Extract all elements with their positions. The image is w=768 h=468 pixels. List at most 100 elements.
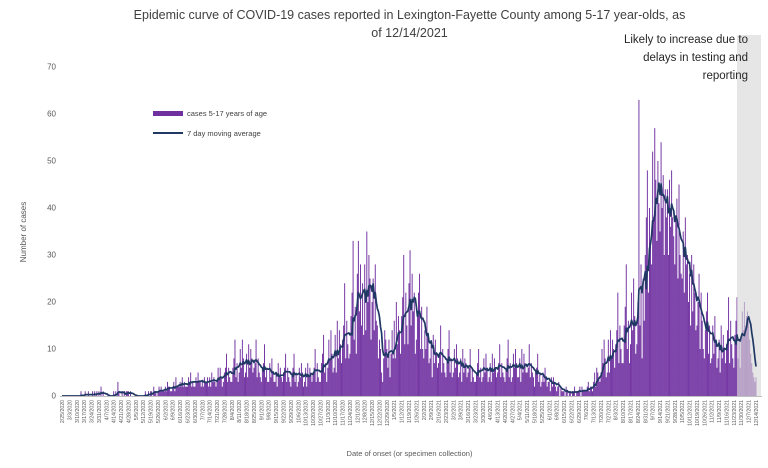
x-tick-label: 5/26/2020	[156, 400, 162, 423]
x-tick-label: 9/8/2020	[267, 400, 273, 420]
x-tick-label: 6/9/2020	[171, 400, 177, 420]
moving-average-line	[62, 182, 757, 397]
x-tick-label: 4/21/2020	[119, 400, 125, 423]
x-tick-label: 2/2/2021	[422, 400, 428, 420]
x-tick-label: 9/14/2021	[658, 400, 664, 423]
x-tick-label: 11/17/2020	[341, 400, 347, 426]
x-tick-label: 5/11/2021	[525, 400, 531, 423]
x-tick-label: 4/7/2020	[104, 400, 110, 420]
x-tick-label: 11/10/2020	[333, 400, 339, 426]
x-tick-label: 6/23/2020	[186, 400, 192, 423]
annotation-line-1: Likely to increase due to	[623, 34, 748, 46]
legend-item-cases: cases 5-17 years of age	[153, 103, 267, 123]
x-tick-label: 9/7/2021	[651, 400, 657, 420]
legend-line-swatch	[153, 132, 183, 134]
legend-label-cases: cases 5-17 years of age	[187, 108, 268, 118]
x-tick-label: 6/15/2021	[562, 400, 568, 423]
x-tick-label: 4/6/2021	[488, 400, 494, 420]
x-tick-label: 4/20/2021	[503, 400, 509, 423]
x-tick-label: 8/10/2021	[621, 400, 627, 423]
x-tick-label: 7/20/2021	[599, 400, 605, 423]
x-tick-label: 7/14/2020	[208, 400, 214, 423]
x-tick-label: 9/15/2020	[274, 400, 280, 423]
x-tick-label: 4/27/2021	[510, 400, 516, 423]
x-tick-label: 5/4/2021	[518, 400, 524, 420]
x-tick-label: 6/2/2020	[163, 400, 169, 420]
x-tick-label: 11/23/2021	[732, 400, 738, 426]
x-tick-label: 12/1/2020	[355, 400, 361, 423]
x-tick-label: 8/11/2020	[237, 400, 243, 423]
reporting-delay-band	[737, 35, 761, 396]
x-tick-label: 10/13/2020	[304, 400, 310, 426]
x-tick-label: 7/28/2020	[222, 400, 228, 423]
x-tick-label: 10/12/2021	[688, 400, 694, 426]
x-tick-label: 7/27/2021	[606, 400, 612, 423]
x-tick-label: 7/21/2020	[215, 400, 221, 423]
x-tick-label: 9/29/2020	[289, 400, 295, 423]
x-tick-label: 3/31/2020	[97, 400, 103, 423]
x-tick-label: 2/16/2021	[437, 400, 443, 423]
x-tick-label: 3/23/2021	[473, 400, 479, 423]
x-tick-label: 4/13/2021	[496, 400, 502, 423]
x-tick-label: 1/19/2021	[407, 400, 413, 423]
x-tick-label: 3/2/2021	[451, 400, 457, 420]
x-tick-label: 9/21/2021	[665, 400, 671, 423]
x-tick-label: 8/17/2021	[628, 400, 634, 423]
x-tick-label: 7/13/2021	[592, 400, 598, 423]
x-tick-label: 8/18/2020	[245, 400, 251, 423]
reporting-delay-annotation: Likely to increase due to delays in test…	[624, 32, 748, 85]
x-tick-label: 9/22/2020	[281, 400, 287, 423]
x-tick-label: 10/19/2021	[695, 400, 701, 426]
cases-bars	[80, 99, 757, 396]
x-tick-label: 6/1/2021	[547, 400, 553, 420]
x-tick-label: 4/14/2020	[112, 400, 118, 423]
chart-title: Epidemic curve of COVID-19 cases reporte…	[62, 6, 757, 42]
x-tick-label: 11/24/2020	[348, 400, 354, 426]
x-tick-label: 10/20/2020	[311, 400, 317, 426]
x-tick-label: 6/29/2021	[577, 400, 583, 423]
x-tick-label: 8/4/2020	[230, 400, 236, 420]
x-tick-label: 12/15/2020	[370, 400, 376, 426]
y-tick-label: 30	[47, 251, 56, 260]
x-tick-label: 12/14/2021	[754, 400, 760, 426]
x-tick-label: 2/25/2020	[60, 400, 66, 423]
x-axis-title: Date of onset (or specimen collection)	[346, 449, 473, 458]
x-tick-label: 1/5/2021	[392, 400, 398, 420]
legend: cases 5-17 years of age 7 day moving ave…	[153, 103, 267, 143]
x-tick-label: 11/3/2020	[326, 400, 332, 423]
x-tick-label: 11/16/2021	[724, 400, 730, 426]
x-tick-label: 6/30/2020	[193, 400, 199, 423]
y-axis-title: Number of cases	[19, 201, 28, 263]
x-tick-label: 5/5/2020	[134, 400, 140, 420]
x-tick-label: 12/29/2020	[385, 400, 391, 426]
x-tick-label: 8/24/2021	[636, 400, 642, 423]
y-tick-label: 0	[52, 392, 57, 401]
legend-bar-swatch	[153, 110, 183, 116]
x-tick-label: 3/10/2020	[75, 400, 81, 423]
x-tick-label: 8/25/2020	[252, 400, 258, 423]
x-tick-label: 5/19/2020	[149, 400, 155, 423]
chart-title-line2: of 12/14/2021	[371, 26, 448, 41]
x-tick-label: 9/28/2021	[673, 400, 679, 423]
y-tick-label: 10	[47, 345, 56, 354]
x-tick-label: 2/9/2021	[429, 400, 435, 420]
x-tick-label: 3/16/2021	[466, 400, 472, 423]
x-tick-label: 3/3/2020	[67, 400, 73, 420]
x-tick-label: 10/5/2021	[680, 400, 686, 423]
x-tick-label: 2/23/2021	[444, 400, 450, 423]
x-tick-label: 8/31/2021	[643, 400, 649, 423]
annotation-line-3: reporting	[702, 69, 748, 82]
x-tick-label: 10/26/2021	[702, 400, 708, 426]
y-tick-label: 40	[47, 204, 56, 213]
annotation-line-2: delays in testing and	[643, 51, 748, 64]
x-tick-label: 6/22/2021	[569, 400, 575, 423]
x-tick-label: 6/8/2021	[555, 400, 561, 420]
y-tick-label: 70	[47, 63, 56, 72]
x-tick-label: 3/17/2020	[82, 400, 88, 423]
x-tick-label: 5/18/2021	[533, 400, 539, 423]
x-tick-label: 3/30/2021	[481, 400, 487, 423]
y-tick-label: 20	[47, 298, 56, 307]
x-tick-label: 4/28/2020	[126, 400, 132, 423]
